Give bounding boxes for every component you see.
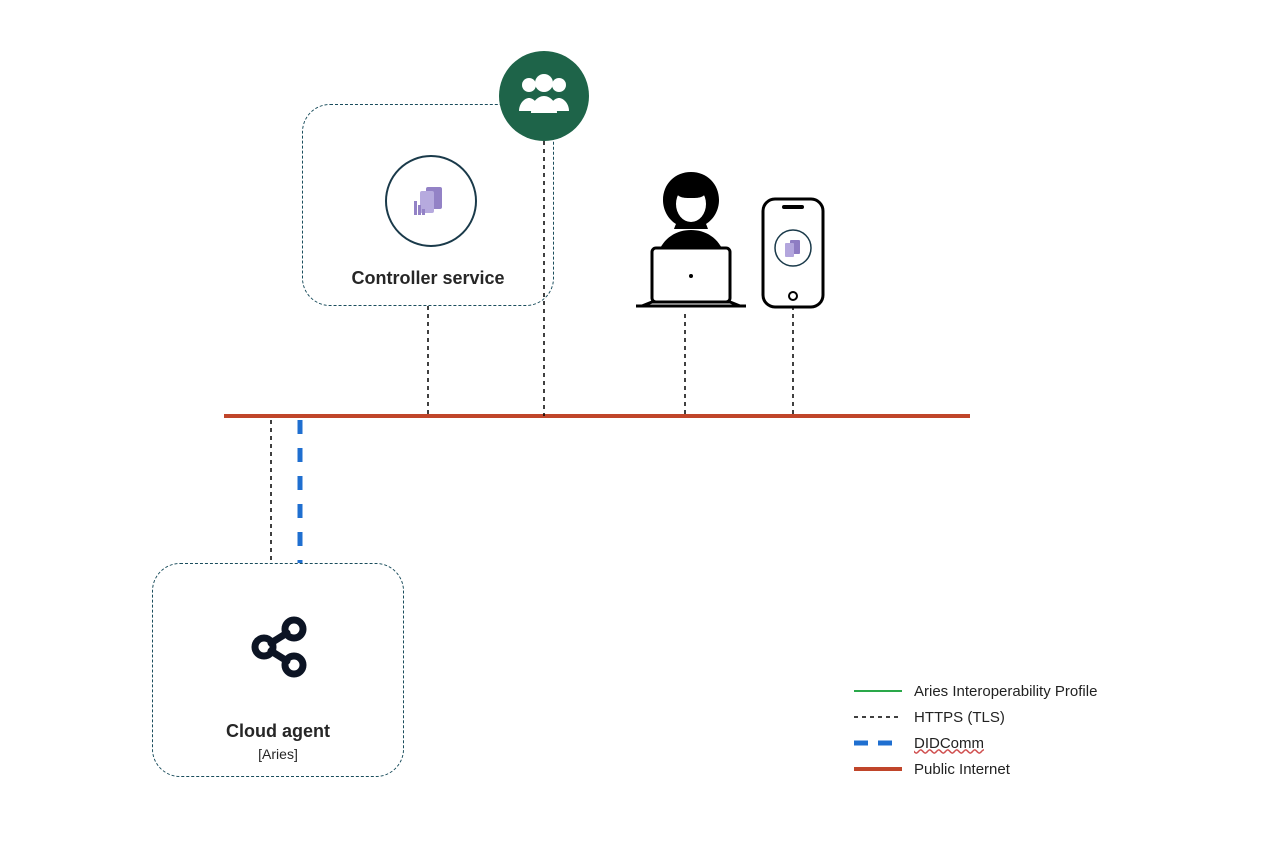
legend-label-https: HTTPS (TLS) (914, 709, 1005, 726)
legend-swatch-aries (852, 681, 904, 701)
legend-row-internet: Public Internet (852, 756, 1097, 782)
legend-swatch-didcomm (852, 733, 904, 753)
group-icon (499, 51, 589, 141)
group-people-icon (513, 71, 575, 121)
share-icon (244, 612, 314, 682)
controller-service-icon-circle (385, 155, 477, 247)
legend-row-https: HTTPS (TLS) (852, 704, 1097, 730)
legend-label-aries: Aries Interoperability Profile (914, 683, 1097, 700)
legend-row-aries: Aries Interoperability Profile (852, 678, 1097, 704)
legend-label-internet: Public Internet (914, 761, 1010, 778)
phone-icon (760, 196, 826, 315)
controller-service-box: Controller service (302, 104, 554, 306)
user-laptop-icon (626, 168, 756, 323)
legend-row-didcomm: DIDComm (852, 730, 1097, 756)
cloud-agent-sublabel: [Aries] (153, 746, 403, 762)
cloud-agent-label: Cloud agent (153, 721, 403, 742)
cloud-agent-box: Cloud agent [Aries] (152, 563, 404, 777)
legend-swatch-internet (852, 759, 904, 779)
legend: Aries Interoperability Profile HTTPS (TLS… (852, 678, 1097, 782)
controller-inner-icon (408, 181, 454, 221)
legend-label-didcomm: DIDComm (914, 735, 984, 752)
legend-swatch-https (852, 707, 904, 727)
controller-service-label: Controller service (303, 268, 553, 289)
